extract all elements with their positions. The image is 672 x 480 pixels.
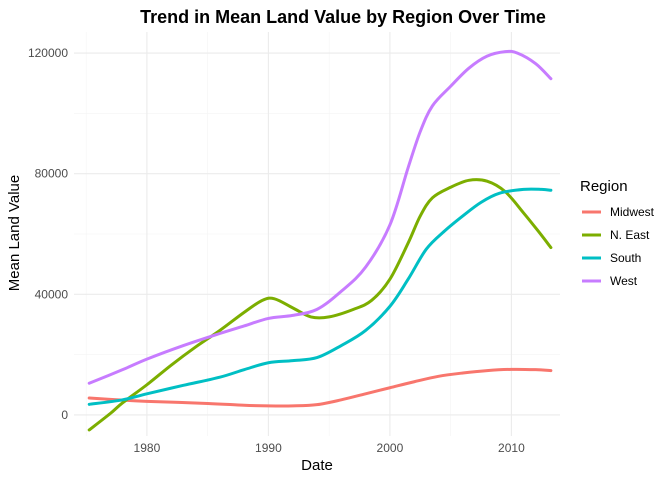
y-tick-label: 0 bbox=[61, 408, 68, 422]
legend-label-n-east: N. East bbox=[610, 228, 650, 242]
y-tick-label: 80000 bbox=[35, 167, 69, 181]
legend-label-west: West bbox=[610, 274, 638, 288]
series-line-midwest bbox=[87, 367, 553, 408]
legend-title: Region bbox=[580, 178, 628, 195]
y-tick-label: 40000 bbox=[35, 287, 69, 301]
chart-title: Trend in Mean Land Value by Region Over … bbox=[140, 7, 546, 27]
x-axis-title: Date bbox=[301, 457, 333, 474]
series-line-n-east bbox=[87, 178, 553, 432]
series-lines bbox=[87, 49, 553, 432]
legend-label-midwest: Midwest bbox=[610, 205, 655, 219]
x-tick-label: 2000 bbox=[377, 441, 404, 455]
y-axis-ticks: 0 40000 80000 120000 bbox=[28, 46, 68, 422]
x-tick-label: 1980 bbox=[134, 441, 161, 455]
grid bbox=[74, 32, 560, 436]
series-line-south bbox=[87, 187, 553, 406]
y-tick-label: 120000 bbox=[28, 46, 68, 60]
legend-items: Midwest N. East South West bbox=[582, 205, 655, 288]
legend: Region Midwest N. East South West bbox=[580, 178, 655, 288]
y-axis-title: Mean Land Value bbox=[6, 175, 23, 291]
x-tick-label: 1990 bbox=[255, 441, 282, 455]
series-line-west bbox=[87, 49, 553, 385]
x-axis-ticks: 1980 1990 2000 2010 bbox=[134, 441, 526, 455]
x-tick-label: 2010 bbox=[498, 441, 525, 455]
legend-label-south: South bbox=[610, 251, 641, 265]
